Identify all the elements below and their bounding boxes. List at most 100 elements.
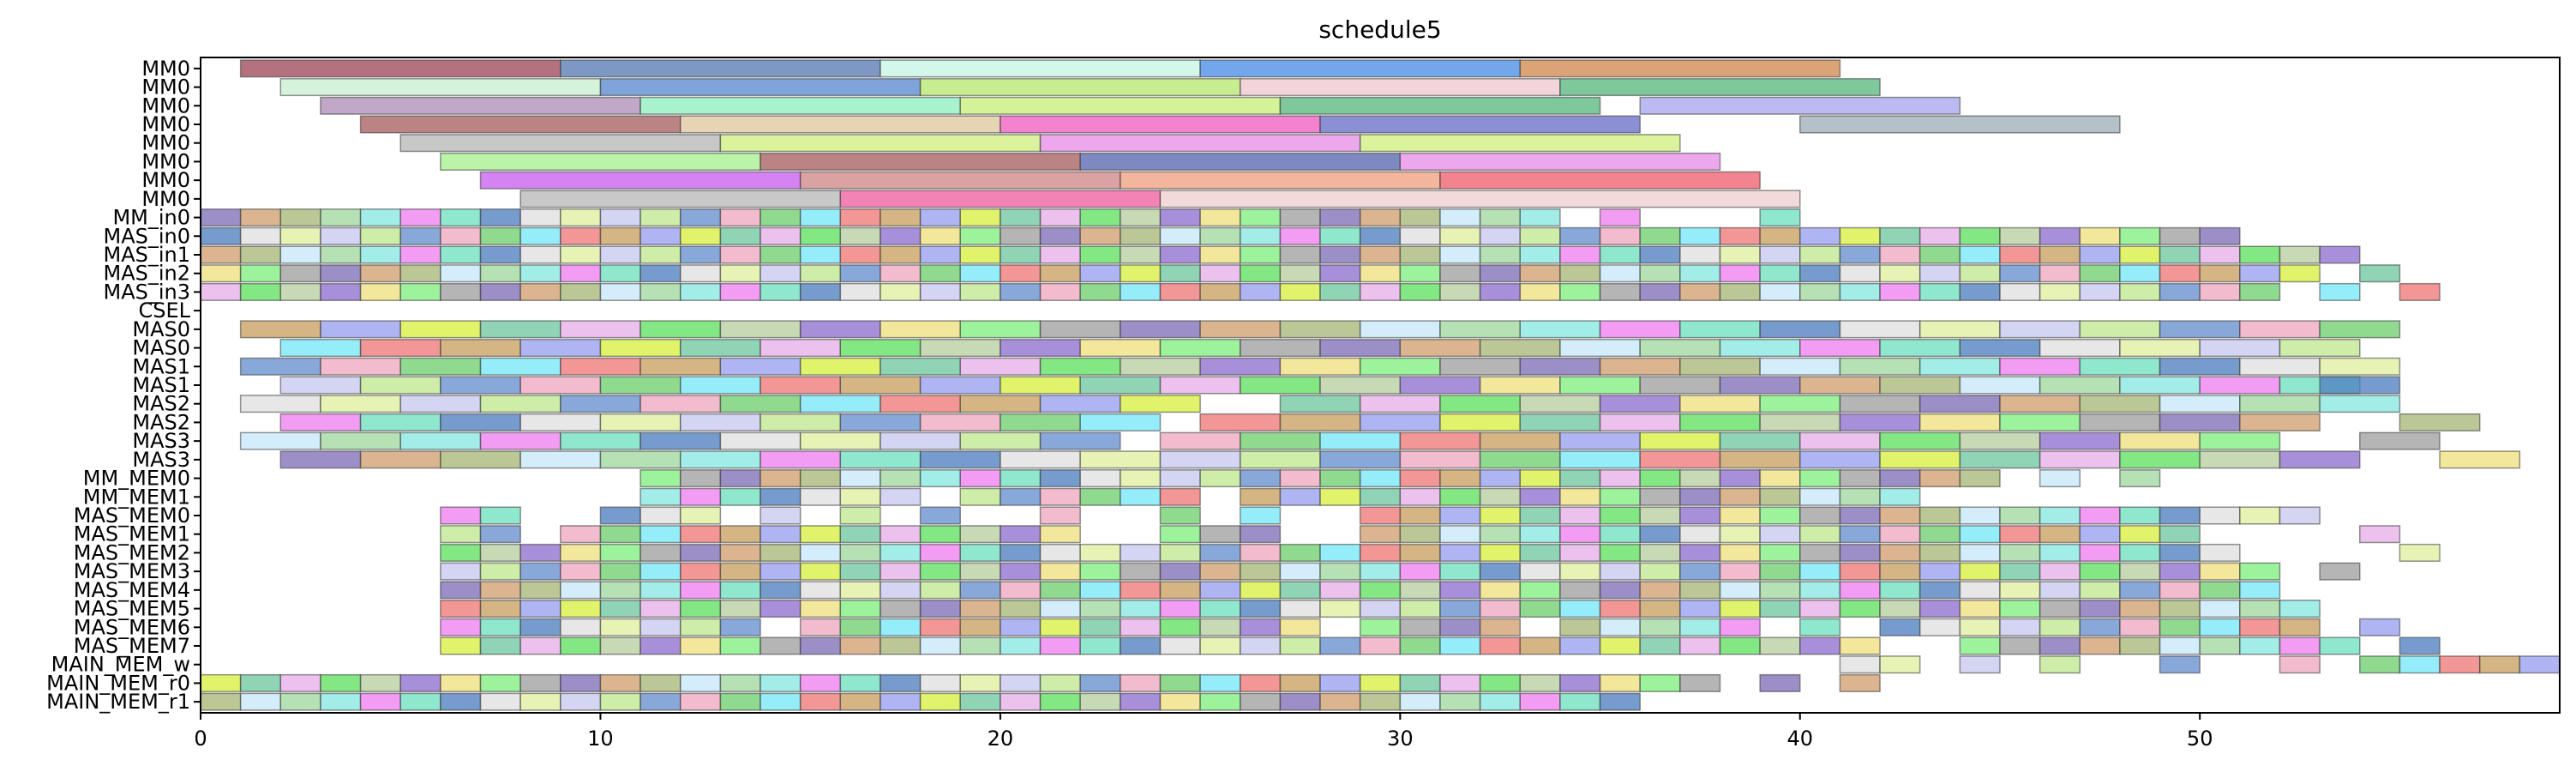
gantt-bar xyxy=(1559,376,1641,395)
gantt-bar xyxy=(1879,339,1961,358)
gantt-bar xyxy=(1639,618,1681,636)
gantt-bar xyxy=(1039,226,1081,245)
gantt-bar xyxy=(599,562,641,581)
gantt-bar xyxy=(519,673,561,692)
gantt-bar xyxy=(959,96,1282,115)
gantt-bar xyxy=(1479,376,1561,395)
gantt-bar xyxy=(2319,395,2401,413)
gantt-bar xyxy=(1918,245,1961,264)
gantt-bar xyxy=(1359,282,1402,301)
gantt-bar xyxy=(1759,357,1841,376)
gantt-bar xyxy=(1639,581,1681,600)
gantt-bar xyxy=(1159,190,1801,208)
y-tick-label: MAS2 xyxy=(132,392,190,416)
gantt-bar xyxy=(1399,264,1441,283)
y-tick-label: MAS_in0 xyxy=(103,224,190,248)
gantt-bar xyxy=(1159,581,1201,600)
gantt-bar xyxy=(2439,655,2481,674)
gantt-bar xyxy=(2039,655,2081,674)
gantt-bar xyxy=(760,339,842,358)
gantt-bar xyxy=(1519,600,1561,618)
gantt-bar xyxy=(2199,581,2241,600)
gantt-bar xyxy=(2039,264,2081,283)
gantt-bar xyxy=(2119,431,2201,450)
gantt-bar xyxy=(2359,618,2401,636)
y-tick-label: MM_MEM1 xyxy=(83,485,190,509)
gantt-bar xyxy=(799,469,842,488)
gantt-bar xyxy=(1239,264,1282,283)
gantt-bar xyxy=(2039,543,2081,562)
gantt-bar xyxy=(1639,506,1681,525)
gantt-bar xyxy=(1000,115,1321,134)
gantt-bar xyxy=(1199,320,1282,339)
gantt-bar xyxy=(2079,562,2121,581)
gantt-bar xyxy=(1479,581,1522,600)
gantt-bar xyxy=(959,692,1001,711)
gantt-bar xyxy=(1799,245,1841,264)
gantt-bar xyxy=(1279,469,1321,488)
gantt-bar xyxy=(1359,413,1441,431)
gantt-bar xyxy=(1759,245,1801,264)
gantt-bar xyxy=(1479,636,1522,655)
gantt-bar xyxy=(1000,226,1042,245)
gantt-bar xyxy=(1839,357,1921,376)
gantt-bar xyxy=(1559,339,1641,358)
gantt-bar xyxy=(479,171,802,190)
gantt-bar xyxy=(1879,376,1961,395)
gantt-bar xyxy=(1199,581,1241,600)
gantt-bar xyxy=(1879,543,1921,562)
gantt-bar xyxy=(1399,152,1721,171)
gantt-bar xyxy=(1759,581,1801,600)
gantt-bar xyxy=(2039,525,2081,544)
gantt-bar xyxy=(959,282,1001,301)
gantt-bar xyxy=(1120,171,1441,190)
gantt-bar xyxy=(1799,636,1841,655)
gantt-bar xyxy=(1359,208,1402,227)
gantt-bar xyxy=(679,376,761,395)
gantt-bar xyxy=(2039,581,2081,600)
gantt-bar xyxy=(1120,487,1162,506)
gantt-bar xyxy=(1639,543,1681,562)
gantt-bar xyxy=(1799,543,1841,562)
gantt-bar xyxy=(639,487,682,506)
gantt-bar xyxy=(560,618,602,636)
gantt-bar xyxy=(1359,226,1402,245)
gantt-bar xyxy=(2119,339,2201,358)
gantt-bar xyxy=(919,413,1001,431)
gantt-bar xyxy=(479,581,521,600)
gantt-bar xyxy=(839,376,922,395)
gantt-bar xyxy=(1199,618,1241,636)
gantt-bar xyxy=(1959,431,2041,450)
gantt-bar xyxy=(2159,543,2201,562)
gantt-bar xyxy=(1239,245,1282,264)
gantt-bar xyxy=(1120,320,1201,339)
gantt-bar xyxy=(2199,282,2241,301)
gantt-bar xyxy=(880,562,922,581)
gantt-bar xyxy=(1319,487,1361,506)
y-tick-label: MAS_in2 xyxy=(103,262,190,286)
gantt-bar xyxy=(1918,600,1961,618)
gantt-bar xyxy=(320,320,401,339)
gantt-bar xyxy=(399,245,441,264)
gantt-bar xyxy=(679,282,722,301)
gantt-bar xyxy=(279,208,321,227)
gantt-bar xyxy=(1839,469,1881,488)
gantt-bar xyxy=(1279,618,1321,636)
gantt-bar xyxy=(2039,600,2081,618)
gantt-bar xyxy=(440,152,761,171)
gantt-bar xyxy=(1679,357,1761,376)
gantt-bar xyxy=(799,395,881,413)
gantt-bar xyxy=(2039,245,2081,264)
gantt-bar xyxy=(1679,525,1721,544)
gantt-bar xyxy=(1159,692,1201,711)
gantt-bar xyxy=(1519,395,1601,413)
gantt-bar xyxy=(2079,618,2121,636)
gantt-bar xyxy=(1439,171,1761,190)
gantt-bar xyxy=(440,376,521,395)
gantt-bar xyxy=(639,245,682,264)
gantt-bar xyxy=(760,581,802,600)
gantt-bar xyxy=(440,636,482,655)
gantt-bar xyxy=(1199,413,1282,431)
gantt-bar xyxy=(919,78,1241,97)
gantt-bar xyxy=(519,543,561,562)
